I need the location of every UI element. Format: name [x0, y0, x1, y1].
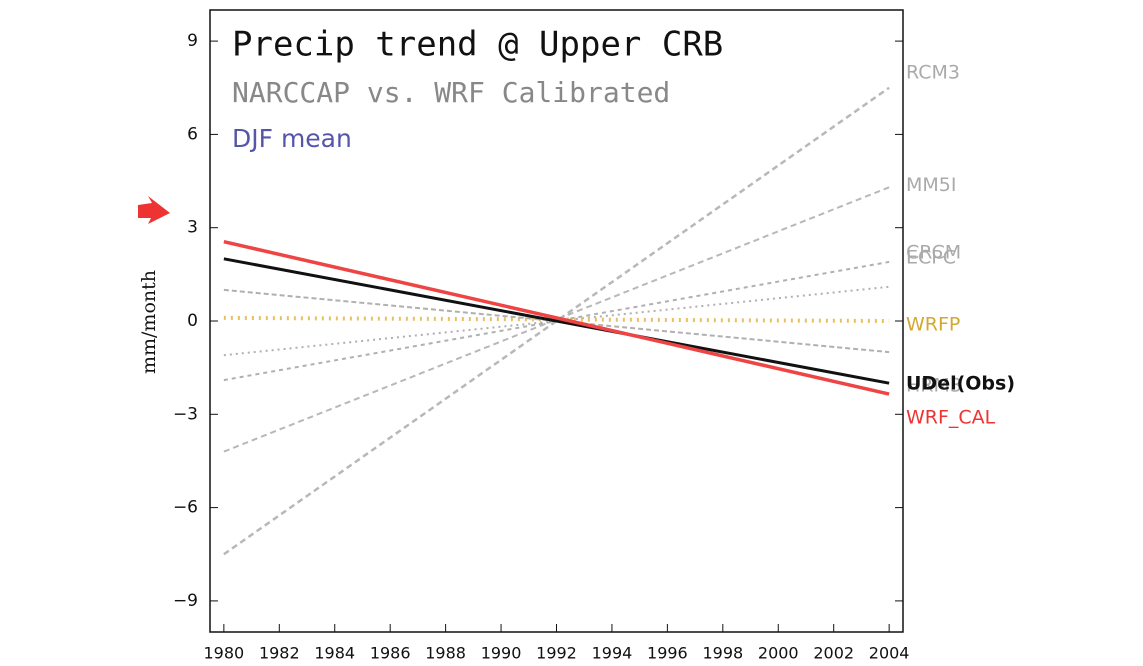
y-axis-label: mm/month [138, 270, 160, 374]
chart-subtitle: NARCCAP vs. WRF Calibrated [232, 76, 670, 109]
series-label: CRCM [906, 241, 961, 263]
y-tick-label: 6 [187, 124, 198, 144]
series-label: ECPC [906, 246, 956, 268]
arrow-marker [138, 196, 170, 224]
series-label: MM5I [906, 174, 956, 196]
y-tick-label: 9 [187, 31, 198, 51]
series-line [223, 86, 890, 556]
x-tick-label: 1988 [425, 644, 466, 663]
series-label: WRF_CAL [906, 407, 996, 429]
series-label: WRFP [906, 314, 960, 336]
x-tick-label: 1990 [481, 644, 522, 663]
y-tick-label: −6 [173, 498, 198, 518]
y-tick-label: 0 [187, 311, 198, 331]
series-label: UDel(Obs) [906, 373, 1015, 395]
x-tick-label: 1994 [592, 644, 633, 663]
annotation: DJF mean [232, 124, 352, 153]
y-tick-label: −3 [173, 404, 198, 424]
x-tick-label: 1998 [702, 644, 743, 663]
x-tick-label: 2004 [869, 644, 910, 663]
series-line [223, 239, 890, 396]
series-label: HRM3 [906, 375, 962, 397]
y-tick-label: 3 [187, 218, 198, 238]
series-line [223, 288, 890, 354]
x-tick-label: 1986 [370, 644, 411, 663]
x-tick-label: 2000 [758, 644, 799, 663]
x-tick-label: 2002 [813, 644, 854, 663]
y-tick-label: −9 [173, 591, 198, 611]
chart-title: Precip trend @ Upper CRB [232, 25, 723, 65]
series-line [223, 315, 890, 323]
x-tick-label: 1980 [204, 644, 245, 663]
x-tick-label: 1984 [314, 644, 355, 663]
series-line [223, 257, 890, 385]
x-tick-label: 1996 [647, 644, 688, 663]
series-label: RCM3 [906, 61, 960, 83]
x-tick-label: 1982 [259, 644, 300, 663]
x-tick-label: 1992 [536, 644, 577, 663]
